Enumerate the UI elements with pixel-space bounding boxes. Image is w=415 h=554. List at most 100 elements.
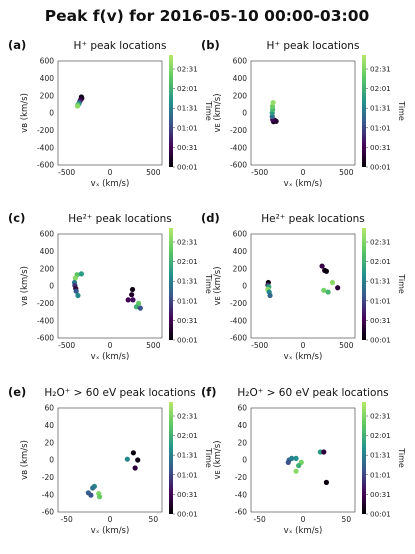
x-tick-label: 50: [342, 515, 352, 524]
data-point: [267, 292, 273, 299]
data-point: [74, 103, 81, 109]
y-tick-label: 20: [44, 438, 54, 447]
colorbar-tick-label: 02:31: [177, 65, 198, 74]
x-axis-label: vₓ (km/s): [91, 526, 130, 536]
y-tick-label: 0: [242, 282, 247, 291]
data-point: [270, 100, 276, 106]
panel-label: (f): [201, 385, 217, 399]
colorbar: [169, 55, 173, 167]
data-point: [321, 287, 327, 293]
y-tick-label: -400: [230, 143, 247, 152]
y-tick-label: 600: [40, 230, 55, 239]
panel-f: (f) H₂O⁺ > 60 eV peak locations 60 40 20 0 -20…: [201, 385, 406, 536]
y-tick-label: 40: [237, 421, 247, 430]
x-axis-label: vₓ (km/s): [91, 179, 130, 189]
x-tick-label: 0: [301, 515, 306, 524]
y-axis-label: vʙ (km/s): [20, 266, 30, 306]
x-axis-label: vₓ (km/s): [284, 179, 323, 189]
y-tick-label: 400: [40, 74, 55, 83]
colorbar-label: Time: [397, 100, 406, 121]
y-tick-label: 200: [40, 91, 55, 100]
panel-title: H⁺ peak locations: [74, 40, 167, 52]
colorbar-tick-label: 01:01: [177, 470, 198, 479]
plot-frame: [57, 407, 163, 513]
x-tick-label: 50: [149, 515, 159, 524]
figure-title: Peak f(v) for 2016-05-10 00:00-03:00: [45, 7, 370, 25]
colorbar-tick-label: 00:01: [177, 510, 198, 519]
colorbar-tick-label: 01:01: [177, 296, 198, 305]
colorbar-tick-label: 01:01: [370, 123, 391, 132]
y-tick-label: 20: [237, 438, 247, 447]
y-tick-label: -20: [42, 473, 54, 482]
y-tick-label: 600: [233, 57, 248, 66]
x-tick-label: 0: [301, 168, 306, 177]
colorbar: [362, 228, 366, 340]
colorbar-tick-label: 00:01: [177, 163, 198, 172]
data-point: [293, 468, 299, 474]
colorbar-tick-label: 02:01: [177, 257, 198, 266]
colorbar-tick-label: 01:31: [370, 451, 391, 460]
data-point: [321, 449, 327, 455]
y-axis-label: vᴇ (km/s): [213, 266, 223, 305]
data-point: [325, 289, 331, 295]
colorbar-tick-label: 01:01: [370, 296, 391, 305]
x-tick-label: -500: [251, 168, 268, 177]
y-tick-label: 40: [44, 421, 54, 430]
colorbar-tick-label: 00:31: [370, 143, 391, 152]
colorbar-tick-label: 00:01: [370, 510, 391, 519]
plot-frame: [250, 233, 356, 339]
y-tick-label: -600: [230, 161, 247, 170]
y-tick-label: -200: [230, 299, 247, 308]
data-point: [133, 304, 140, 310]
data-point: [78, 271, 84, 277]
x-tick-label: 500: [146, 341, 161, 350]
panel-d: (d) He²⁺ peak locations 600 400 200 0 -200 -400…: [201, 211, 406, 362]
data-point: [293, 455, 299, 461]
y-tick-label: -20: [235, 473, 247, 482]
panel-title: He²⁺ peak locations: [261, 213, 365, 225]
colorbar-tick-label: 02:31: [177, 412, 198, 421]
y-tick-label: 0: [49, 282, 54, 291]
colorbar-tick-label: 02:31: [370, 65, 391, 74]
y-tick-label: 600: [40, 57, 55, 66]
panel-label: (b): [201, 38, 220, 52]
colorbar-tick-label: 01:31: [370, 104, 391, 113]
colorbar-label: Time: [204, 100, 213, 121]
colorbar-tick-label: 00:31: [370, 490, 391, 499]
data-point: [329, 279, 336, 286]
y-tick-label: -600: [37, 334, 54, 343]
y-axis-label: vʙ (km/s): [20, 440, 30, 480]
colorbar-tick-label: 00:01: [370, 336, 391, 345]
y-tick-label: 200: [233, 91, 248, 100]
data-point: [323, 268, 329, 274]
y-tick-label: 60: [44, 404, 54, 413]
y-tick-label: -40: [235, 490, 247, 499]
x-tick-label: -500: [58, 168, 75, 177]
data-point: [132, 465, 138, 471]
data-point: [88, 492, 94, 498]
colorbar: [169, 228, 173, 340]
plot-frame: [57, 233, 163, 339]
y-tick-label: 0: [49, 109, 54, 118]
colorbar-tick-label: 01:31: [177, 277, 198, 286]
data-point: [269, 103, 276, 110]
data-point: [296, 463, 302, 469]
colorbar-tick-label: 00:31: [370, 316, 391, 325]
y-axis-label: vᴇ (km/s): [213, 93, 223, 132]
y-tick-label: -200: [37, 299, 54, 308]
y-axis-label: vʙ (km/s): [20, 93, 30, 133]
x-tick-label: 0: [301, 341, 306, 350]
x-tick-label: 0: [108, 341, 113, 350]
data-point: [130, 297, 136, 303]
y-tick-label: 0: [49, 456, 54, 465]
x-axis-label: vₓ (km/s): [284, 526, 323, 536]
x-tick-label: -50: [254, 515, 266, 524]
colorbar-tick-label: 02:01: [370, 84, 391, 93]
colorbar-tick-label: 02:01: [177, 84, 198, 93]
panel-label: (d): [201, 211, 220, 225]
y-tick-label: 0: [242, 456, 247, 465]
colorbar: [362, 55, 366, 167]
colorbar-label: Time: [204, 447, 213, 468]
data-point: [323, 479, 329, 485]
